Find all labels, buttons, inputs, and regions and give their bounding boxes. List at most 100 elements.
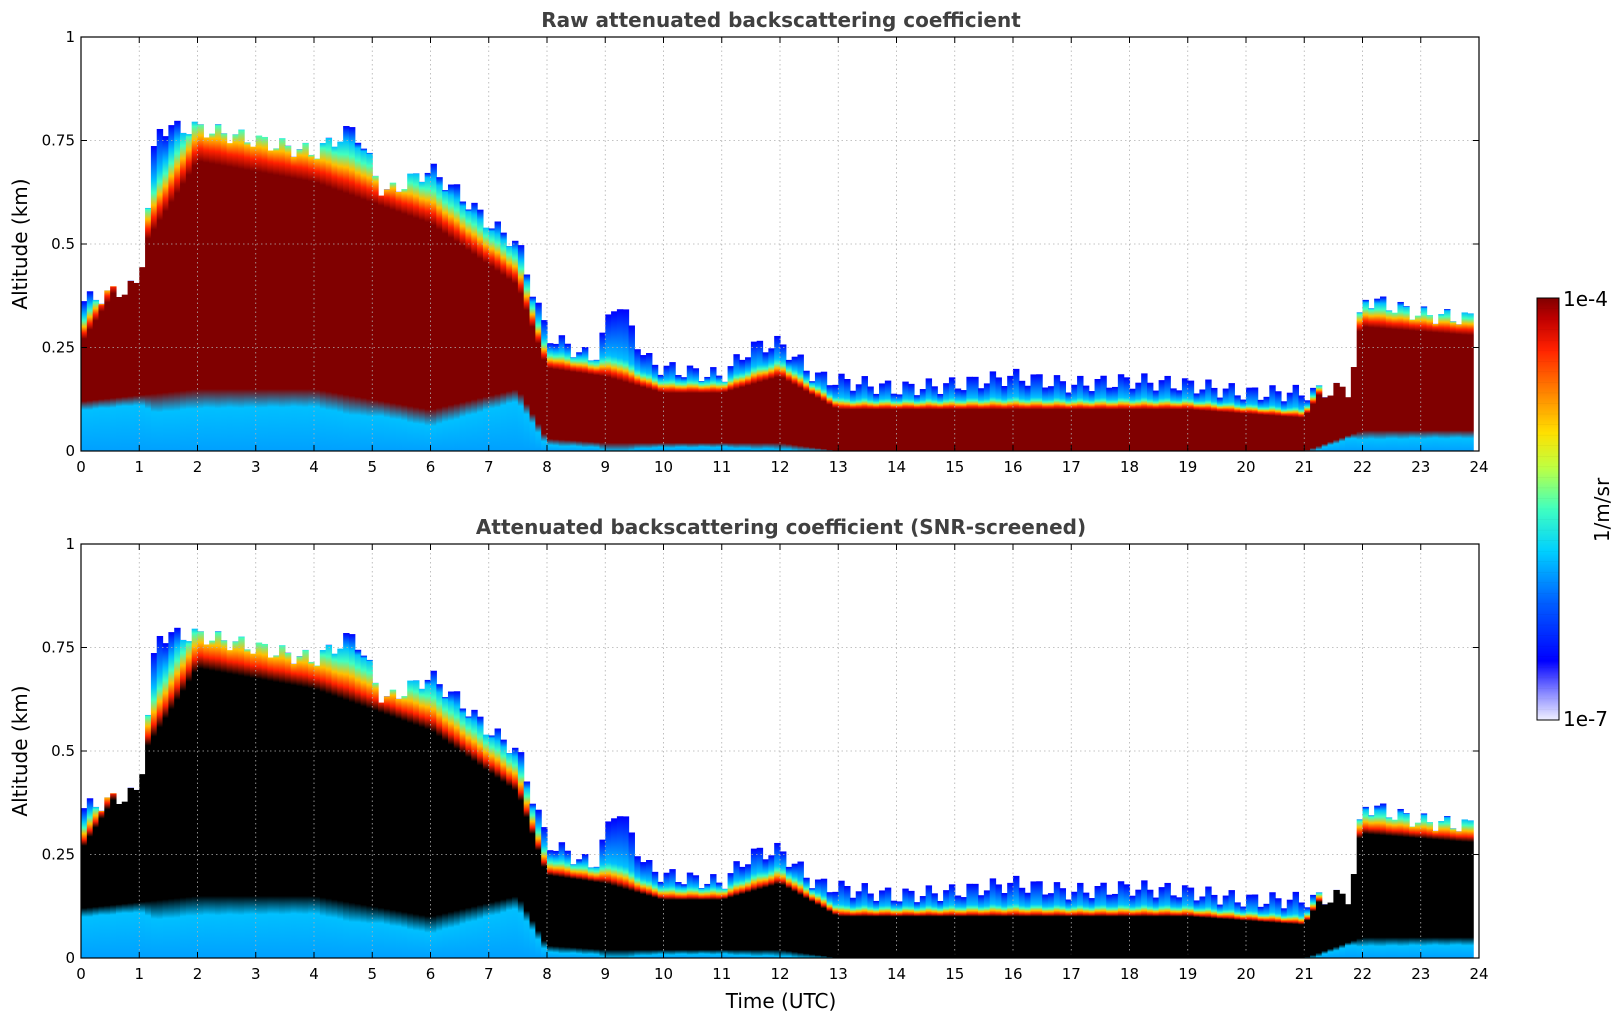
heatmap-column	[413, 680, 420, 958]
heatmap-column	[127, 280, 135, 451]
heatmap-column	[803, 877, 810, 958]
heatmap-column	[937, 393, 944, 451]
heatmap-column	[797, 861, 804, 958]
heatmap-column	[104, 797, 111, 958]
tick-label-x: 7	[484, 458, 494, 476]
heatmap-column	[593, 866, 601, 958]
heatmap-column	[1205, 379, 1212, 451]
heatmap-column	[1001, 893, 1008, 958]
heatmap-column	[1036, 374, 1043, 451]
heatmap-column	[1216, 904, 1224, 958]
tick-label-x: 4	[309, 458, 319, 476]
heatmap-column	[92, 299, 100, 451]
heatmap-column	[156, 635, 164, 958]
heatmap-column	[727, 366, 734, 451]
heatmap-column	[1187, 887, 1195, 958]
tick-label-x: 5	[367, 458, 377, 476]
heatmap-column	[1047, 386, 1055, 451]
heatmap-column	[436, 684, 443, 958]
heatmap-column	[1362, 806, 1369, 958]
heatmap-column	[791, 356, 799, 451]
heatmap-column	[512, 747, 519, 958]
heatmap-column	[873, 900, 880, 958]
heatmap-column	[739, 866, 746, 958]
heatmap-column	[663, 365, 670, 451]
heatmap-column	[552, 343, 560, 451]
heatmap-column	[1246, 894, 1253, 958]
heatmap-column	[1077, 375, 1084, 451]
heatmap-column	[453, 184, 461, 451]
heatmap-column	[715, 375, 723, 451]
heatmap-column	[110, 793, 117, 958]
heatmap-column	[739, 359, 746, 451]
heatmap-column	[785, 866, 793, 958]
heatmap-column	[651, 871, 659, 958]
heatmap-column	[1379, 803, 1387, 958]
heatmap-column	[768, 855, 775, 958]
tick-label-x: 8	[542, 965, 552, 983]
heatmap-column	[1211, 387, 1218, 451]
heatmap-column	[587, 867, 595, 958]
heatmap-column	[1228, 890, 1235, 958]
heatmap-column	[657, 881, 665, 958]
heatmap-column	[605, 314, 612, 451]
heatmap-column	[570, 357, 577, 451]
yticks-top: 0 0.25 0.5 0.75 1	[42, 28, 1479, 460]
heatmap-column	[168, 125, 175, 452]
tick-label-x: 1	[134, 965, 144, 983]
heatmap-column	[756, 340, 764, 451]
heatmap-column	[191, 121, 199, 452]
heatmap-column	[162, 643, 169, 958]
heatmap-column	[1065, 392, 1072, 451]
heatmap-column	[983, 890, 991, 958]
heatmap-column	[1397, 808, 1404, 958]
heatmap-column	[1234, 395, 1241, 451]
heatmap-column	[1007, 375, 1014, 451]
tick-label-x: 24	[1469, 965, 1488, 983]
heatmap-column	[774, 335, 781, 451]
heatmap-column	[459, 708, 467, 958]
heatmap-column	[331, 653, 338, 958]
heatmap-column	[675, 375, 682, 451]
heatmap-column	[1013, 875, 1020, 958]
heatmap-column	[1339, 893, 1346, 958]
heatmap-column	[1310, 387, 1317, 451]
tick-label-x: 11	[712, 458, 731, 476]
heatmap-column	[1135, 382, 1142, 451]
colorbar-gradient	[1536, 297, 1560, 721]
heatmap-column	[1321, 397, 1329, 451]
heatmap-column	[308, 154, 315, 451]
heatmap-column	[1426, 315, 1433, 451]
heatmap-column	[1333, 889, 1340, 958]
heatmap-column	[1339, 386, 1346, 451]
heatmap-column	[1269, 892, 1276, 958]
heatmap-column	[238, 636, 245, 958]
tick-label-x: 24	[1469, 458, 1488, 476]
heatmap-column	[1304, 907, 1311, 958]
heatmap-column	[92, 806, 100, 958]
colorbar-min-label: 1e-7	[1563, 707, 1608, 731]
heatmap-column	[98, 810, 105, 958]
heatmap-column	[908, 890, 915, 958]
heatmap-column	[838, 373, 845, 451]
heatmap-column	[541, 827, 548, 958]
heatmap-column	[1176, 390, 1183, 451]
heatmap-column	[1146, 889, 1154, 958]
heatmap-column	[180, 132, 187, 451]
heatmap-column	[925, 885, 933, 958]
heatmap-column	[314, 158, 321, 451]
grid-top	[81, 37, 1479, 451]
heatmap-column	[407, 680, 414, 958]
heatmap-column	[395, 698, 402, 958]
heatmap-column	[383, 189, 391, 451]
heatmap-column	[849, 897, 857, 958]
heatmap-column	[599, 839, 606, 958]
heatmap-column	[1449, 828, 1457, 958]
heatmap-column	[867, 893, 874, 958]
heatmap-column	[954, 895, 962, 958]
heatmap-column	[750, 848, 758, 958]
heatmap-column	[925, 378, 933, 451]
heatmap-column	[564, 343, 571, 451]
heatmap-column	[267, 657, 274, 958]
heatmap-column	[133, 282, 140, 451]
